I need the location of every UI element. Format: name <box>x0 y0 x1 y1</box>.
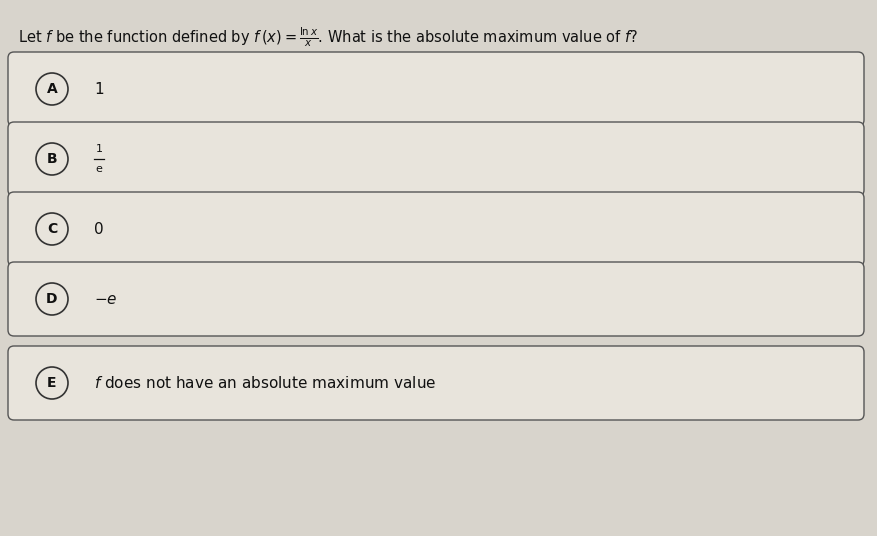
Text: 0: 0 <box>94 221 103 236</box>
FancyBboxPatch shape <box>8 52 863 126</box>
FancyBboxPatch shape <box>8 262 863 336</box>
Circle shape <box>36 143 68 175</box>
Text: $f$ does not have an absolute maximum value: $f$ does not have an absolute maximum va… <box>94 375 436 391</box>
Circle shape <box>36 73 68 105</box>
Text: e: e <box>96 164 103 174</box>
Text: $-e$: $-e$ <box>94 292 118 307</box>
Text: 1: 1 <box>96 144 103 154</box>
Text: C: C <box>46 222 57 236</box>
FancyBboxPatch shape <box>8 346 863 420</box>
Text: B: B <box>46 152 57 166</box>
FancyBboxPatch shape <box>8 122 863 196</box>
Circle shape <box>36 367 68 399</box>
Text: 1: 1 <box>94 81 103 96</box>
Circle shape <box>36 283 68 315</box>
FancyBboxPatch shape <box>8 192 863 266</box>
Text: E: E <box>47 376 57 390</box>
Text: D: D <box>46 292 58 306</box>
Text: Let $f$ be the function defined by $f\,(x) = \frac{\ln x}{x}$. What is the absol: Let $f$ be the function defined by $f\,(… <box>18 26 638 49</box>
Circle shape <box>36 213 68 245</box>
Text: A: A <box>46 82 57 96</box>
